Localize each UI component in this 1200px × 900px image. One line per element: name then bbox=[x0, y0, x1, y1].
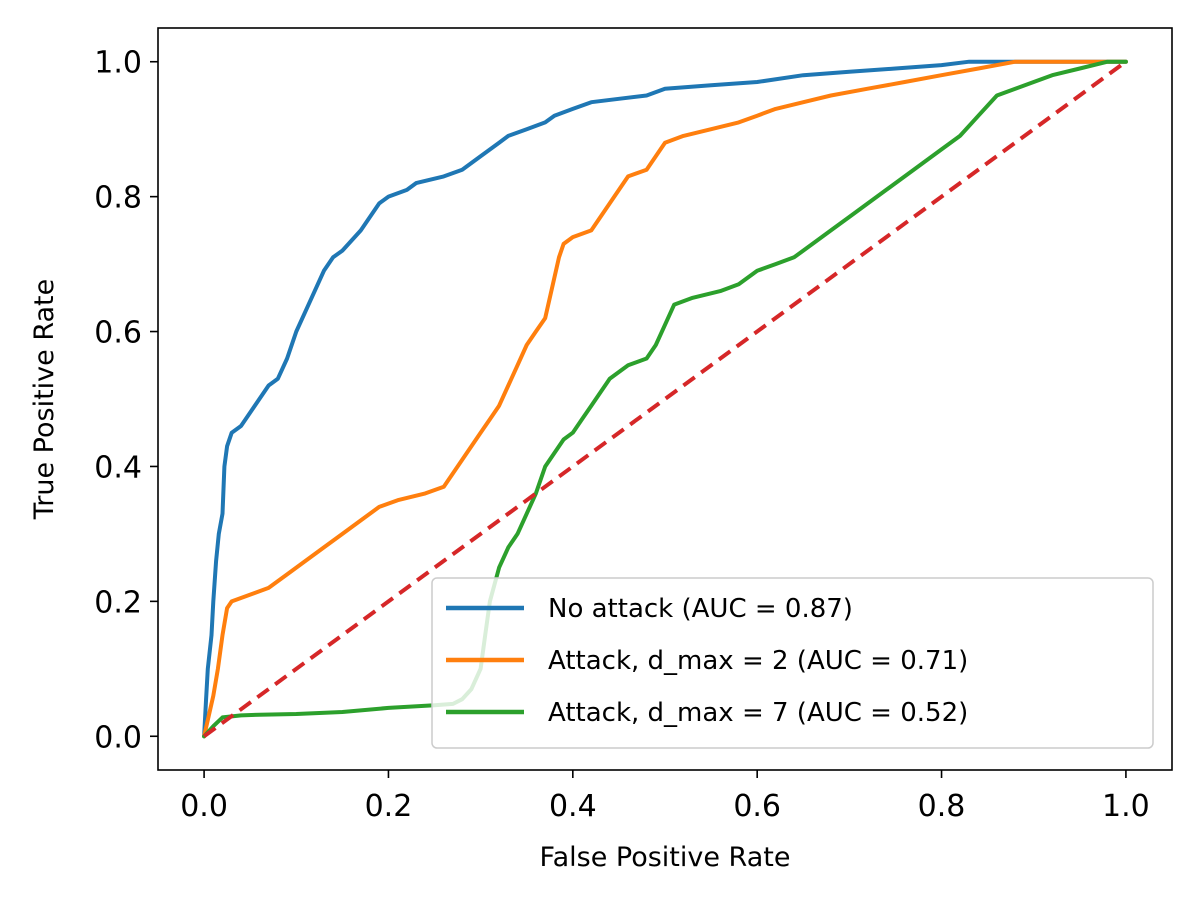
legend-label: No attack (AUC = 0.87) bbox=[548, 594, 853, 624]
x-axis: 0.0 0.2 0.4 0.6 0.8 1.0 bbox=[180, 770, 1150, 824]
plot-frame bbox=[157, 27, 1173, 771]
series-line-1 bbox=[202, 59, 1128, 739]
x-tick-label: 0.8 bbox=[918, 789, 966, 824]
x-tick-label: 1.0 bbox=[1102, 789, 1150, 824]
y-tick-label: 0.8 bbox=[94, 181, 142, 216]
y-tick-label: 0.4 bbox=[94, 450, 142, 485]
x-tick-label: 0.6 bbox=[733, 789, 781, 824]
y-axis-label: True Positive Rate bbox=[29, 279, 60, 521]
legend: No attack (AUC = 0.87) Attack, d_max = 2 … bbox=[431, 577, 1154, 749]
y-tick-label: 1.0 bbox=[94, 46, 142, 81]
y-tick-label: 0.0 bbox=[94, 720, 142, 755]
series-line-2 bbox=[202, 59, 1128, 739]
legend-label: Attack, d_max = 2 (AUC = 0.71) bbox=[548, 646, 968, 676]
y-tick-label: 0.2 bbox=[94, 585, 142, 620]
x-tick-label: 0.0 bbox=[180, 789, 228, 824]
y-axis: 0.0 0.2 0.4 0.6 0.8 1.0 bbox=[94, 46, 158, 755]
legend-box bbox=[431, 577, 1154, 749]
x-tick-label: 0.2 bbox=[365, 789, 413, 824]
chance-diagonal-line bbox=[202, 60, 1128, 738]
legend-label: Attack, d_max = 7 (AUC = 0.52) bbox=[548, 698, 968, 728]
x-tick-label: 0.4 bbox=[549, 789, 597, 824]
y-tick-label: 0.6 bbox=[94, 316, 142, 351]
x-axis-label: False Positive Rate bbox=[540, 842, 791, 873]
